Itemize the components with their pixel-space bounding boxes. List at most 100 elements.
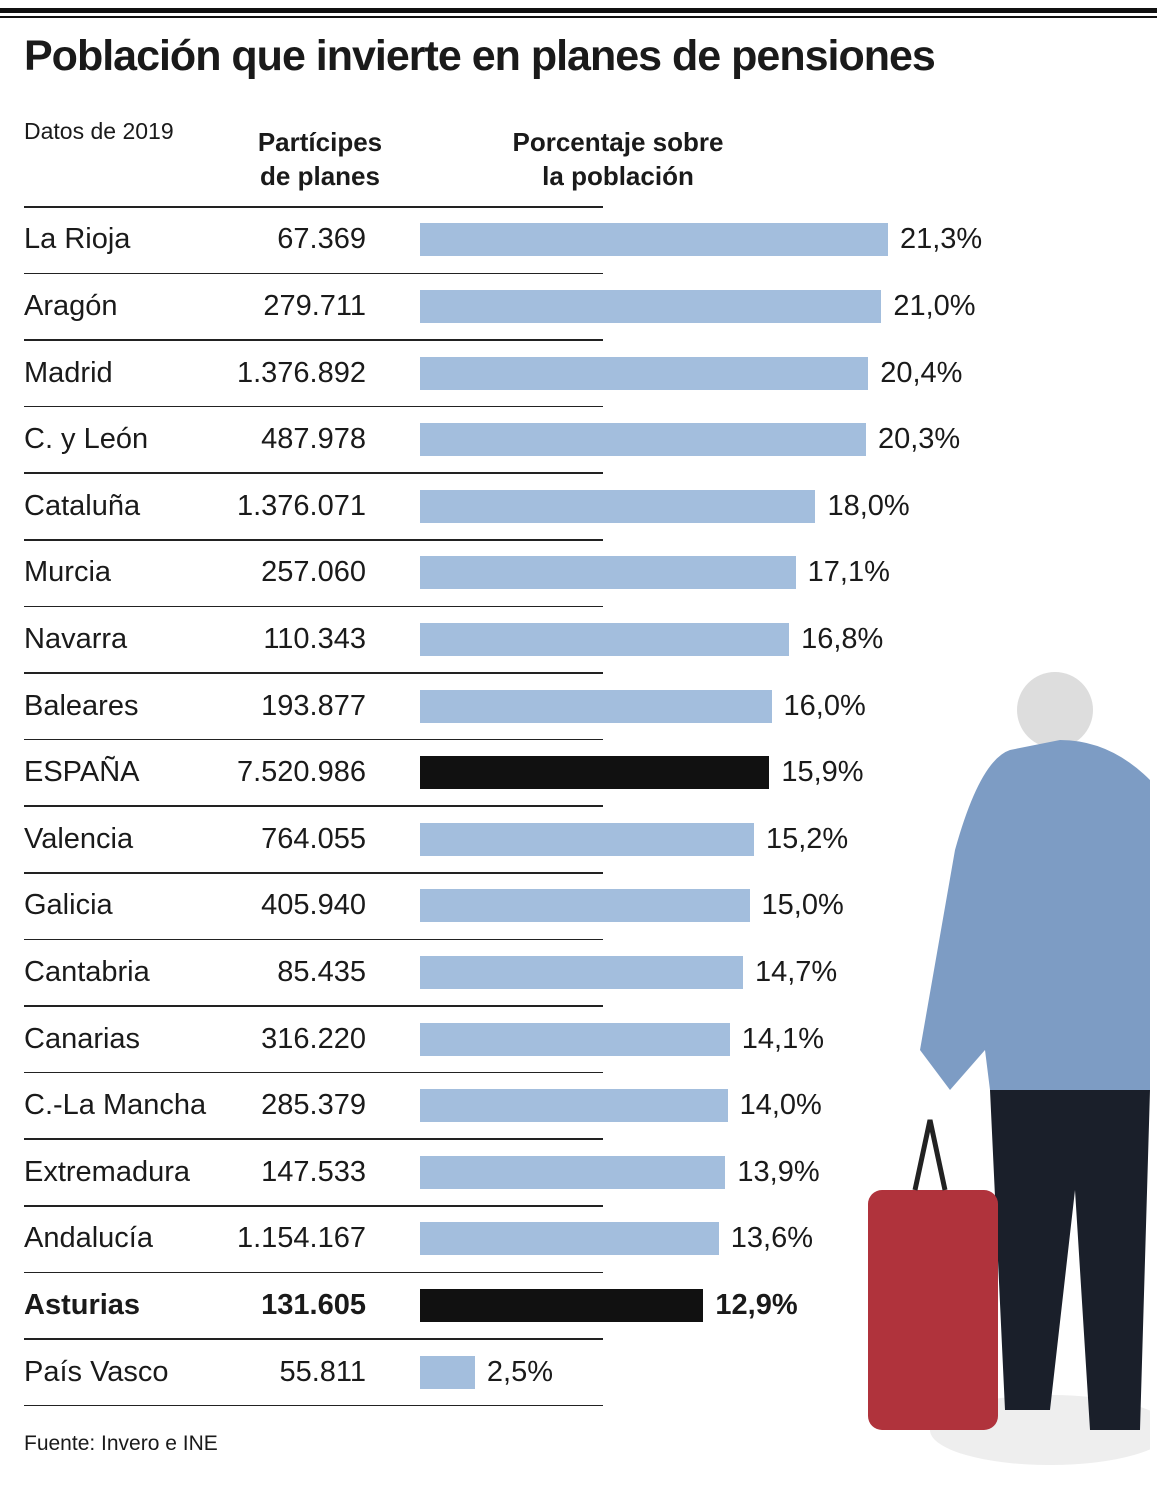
- category-label: Aragón: [24, 289, 118, 322]
- bar: [420, 1355, 475, 1389]
- value-label: 20,3%: [877, 423, 961, 456]
- bar: [420, 756, 770, 790]
- value-label: 14,7%: [754, 955, 838, 988]
- participants: 55.811: [279, 1355, 366, 1388]
- row-rule: [24, 405, 603, 408]
- top-rule: [0, 8, 1157, 13]
- value-label: 17,1%: [807, 556, 890, 589]
- value-label: 13,9%: [737, 1155, 820, 1188]
- value-label: 14,0%: [739, 1089, 822, 1122]
- value-label: 21,0%: [893, 289, 976, 322]
- row-rule: [24, 1404, 603, 1407]
- bar: [420, 223, 888, 257]
- category-label: Asturias: [24, 1288, 141, 1321]
- participants: 487.978: [261, 423, 366, 456]
- row-rule: [24, 872, 603, 874]
- category-label: Navarra: [24, 622, 128, 655]
- value-label: 2,5%: [486, 1355, 554, 1388]
- top-rule: [0, 16, 1157, 18]
- participants: 405.940: [261, 889, 366, 922]
- subtitle: Datos de 2019: [24, 118, 174, 144]
- value-label: 15,0%: [761, 889, 844, 922]
- value-label: 12,9%: [715, 1288, 798, 1321]
- participants: 279.711: [263, 289, 366, 322]
- value-label: 21,3%: [899, 223, 983, 256]
- bar: [420, 1288, 704, 1322]
- participants: 193.877: [261, 689, 366, 722]
- category-label: ESPAÑA: [24, 756, 140, 789]
- value-label: 13,6%: [730, 1222, 814, 1255]
- category-label: Cataluña: [24, 489, 141, 522]
- bar: [420, 955, 743, 989]
- participants: 131.605: [261, 1288, 366, 1321]
- participants: 85.435: [277, 955, 366, 988]
- participants: 7.520.986: [236, 756, 366, 789]
- bar: [420, 289, 882, 323]
- bar: [420, 556, 796, 590]
- row-rule: [24, 539, 603, 541]
- row-rule: [24, 738, 603, 741]
- source: Fuente: Invero e INE: [24, 1432, 218, 1455]
- bar: [420, 689, 772, 723]
- value-label: 16,8%: [801, 622, 884, 655]
- value-label: 15,9%: [781, 756, 864, 789]
- row-rule: [24, 339, 603, 341]
- bar: [420, 1022, 730, 1056]
- category-label: Murcia: [24, 556, 112, 589]
- row-rule: [24, 1271, 603, 1274]
- chart-title: Población que invierte en planes de pens…: [24, 32, 936, 80]
- row-rule: [24, 1338, 603, 1340]
- value-label: 15,2%: [765, 822, 849, 855]
- category-label: Canarias: [24, 1022, 141, 1055]
- value-label: 16,0%: [783, 689, 866, 722]
- category-label: Andalucía: [24, 1222, 153, 1255]
- row-rule: [24, 938, 603, 941]
- bar: [420, 423, 866, 457]
- column-header: Porcentaje sobre la población: [512, 127, 724, 191]
- row-rule: [24, 805, 603, 807]
- bar: [420, 1089, 728, 1123]
- bar: [420, 356, 869, 390]
- illustration: [868, 672, 1150, 1465]
- participants: 1.376.892: [236, 356, 366, 389]
- bar: [420, 889, 750, 923]
- row-rule: [24, 1005, 603, 1007]
- participants: 1.376.071: [236, 489, 366, 522]
- category-label: Galicia: [24, 889, 113, 922]
- category-label: La Rioja: [24, 223, 131, 256]
- participants: 764.055: [261, 822, 366, 855]
- row-rule: [24, 1071, 603, 1074]
- value-label: 18,0%: [827, 489, 910, 522]
- row-rule: [24, 605, 603, 608]
- category-label: Extremadura: [24, 1155, 191, 1188]
- value-label: 20,4%: [880, 356, 963, 389]
- category-label: Baleares: [24, 689, 139, 722]
- participants: 110.343: [263, 622, 366, 655]
- bar: [420, 1155, 726, 1189]
- participants: 316.220: [261, 1022, 366, 1055]
- row-rule: [24, 1138, 603, 1140]
- category-label: Cantabria: [24, 955, 150, 988]
- row-rule: [24, 272, 603, 275]
- row-rule: [24, 672, 603, 674]
- category-label: País Vasco: [24, 1355, 169, 1388]
- bar: [420, 489, 816, 523]
- category-label: C. y León: [24, 423, 149, 456]
- value-label: 14,1%: [741, 1022, 824, 1055]
- category-label: C.-La Mancha: [24, 1089, 207, 1122]
- participants: 257.060: [261, 556, 366, 589]
- row-rule: [24, 206, 603, 208]
- participants: 67.369: [277, 223, 366, 256]
- bar: [420, 822, 754, 856]
- bar: [420, 622, 790, 656]
- column-header: Partícipes de planes: [257, 127, 383, 191]
- participants: 147.533: [261, 1155, 366, 1188]
- bar: [420, 1222, 719, 1256]
- participants: 1.154.167: [236, 1222, 366, 1255]
- category-label: Valencia: [24, 822, 134, 855]
- row-rule: [24, 472, 603, 474]
- participants: 285.379: [261, 1089, 366, 1122]
- row-rule: [24, 1205, 603, 1207]
- category-label: Madrid: [24, 356, 113, 389]
